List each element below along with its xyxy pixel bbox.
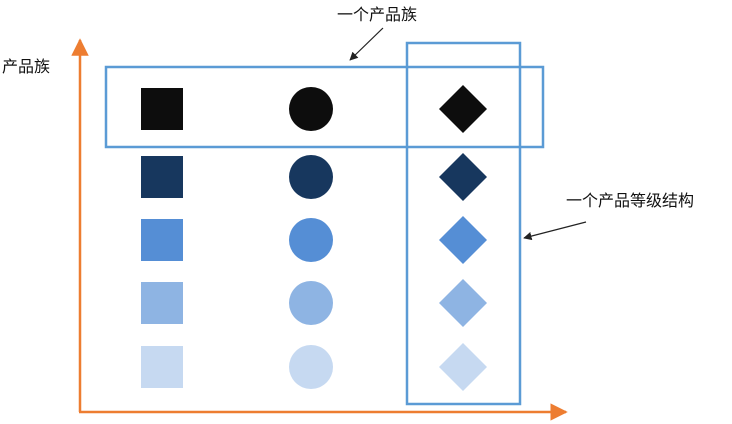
square-row-2 [141,156,183,198]
circle-row-4 [289,281,333,325]
square-row-1 [141,88,183,130]
diamond-row-2 [439,153,487,201]
circle-row-1 [289,87,333,131]
diamond-row-4 [439,279,487,327]
diamond-row-1 [439,85,487,133]
grade-callout-arrow [523,221,587,241]
product-grade-frame [405,41,522,406]
family-callout-arrow [349,27,384,61]
square-row-5 [141,346,183,388]
y-axis-label: 产品族 [2,57,50,76]
shape-grid [141,85,487,391]
circle-row-5 [289,345,333,389]
square-row-3 [141,219,183,261]
product-family-frame [104,65,545,149]
grade-callout-label: 一个产品等级结构 [566,191,694,210]
diamond-row-5 [439,343,487,391]
diamond-row-3 [439,216,487,264]
circle-row-3 [289,218,333,262]
square-row-4 [141,282,183,324]
circle-row-2 [289,155,333,199]
family-callout-label: 一个产品族 [337,5,417,24]
